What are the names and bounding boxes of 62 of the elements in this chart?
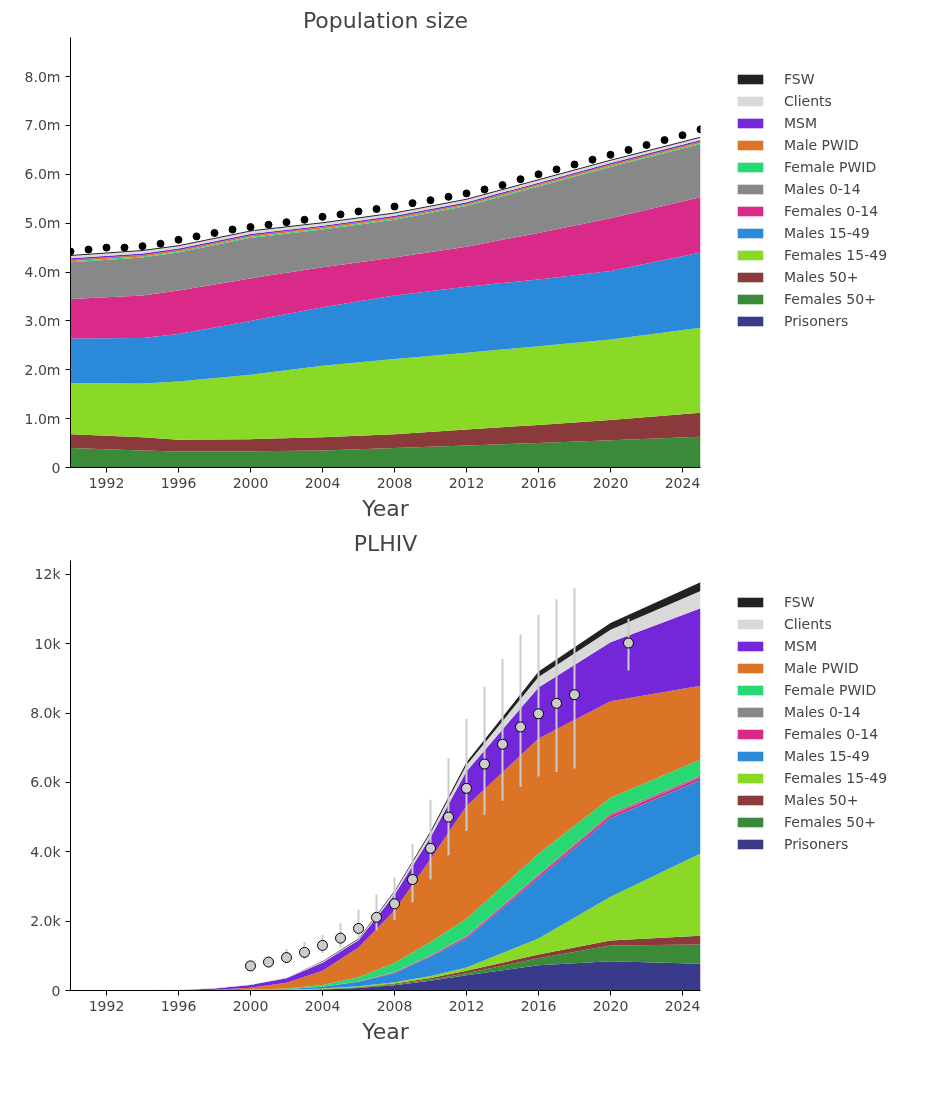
legend-label: Females 0-14: [784, 203, 879, 219]
legend-label: Males 0-14: [784, 704, 861, 720]
x-tick-label: 2024: [664, 997, 701, 1014]
x-tick-label: 1992: [88, 474, 125, 491]
legend-label: FSW: [784, 594, 815, 610]
y-tick-label: 5.0m: [24, 215, 61, 232]
y-tick-label: 8.0k: [30, 705, 62, 722]
chart-title: Population size: [302, 7, 469, 33]
legend-label: Male PWID: [784, 660, 859, 676]
y-tick-label: 0: [51, 459, 61, 476]
legend-label: Females 50+: [784, 814, 876, 830]
x-tick-label: 2020: [592, 474, 629, 491]
y-tick-label: 6.0m: [24, 166, 61, 183]
y-tick-label: 7.0m: [24, 117, 61, 134]
legend-label: Males 0-14: [784, 181, 861, 197]
x-tick-label: 2000: [232, 997, 269, 1014]
legend-label: Females 50+: [784, 291, 876, 307]
x-tick-label: 2012: [448, 997, 485, 1014]
chart-title: PLHIV: [353, 530, 418, 556]
x-tick-label: 2024: [664, 474, 701, 491]
x-axis-title: Year: [361, 495, 410, 521]
y-tick-label: 10k: [34, 635, 62, 652]
y-tick-label: 1.0m: [24, 410, 61, 427]
legend-label: Clients: [784, 93, 832, 109]
y-tick-label: 3.0m: [24, 312, 61, 329]
legend-label: MSM: [784, 638, 818, 654]
y-tick-label: 12k: [34, 566, 62, 583]
legend-label: Prisoners: [784, 836, 849, 852]
legend-label: Female PWID: [784, 682, 877, 698]
x-tick-label: 2020: [592, 997, 629, 1014]
legend-label: Female PWID: [784, 159, 877, 175]
legend-label: FSW: [784, 71, 815, 87]
x-tick-label: 2004: [304, 997, 341, 1014]
y-tick-label: 8.0m: [24, 68, 61, 85]
y-tick-label: 6.0k: [30, 774, 62, 791]
x-tick-label: 2008: [376, 474, 413, 491]
y-tick-label: 4.0k: [30, 843, 62, 860]
legend-label: Male PWID: [784, 137, 859, 153]
legend-label: Prisoners: [784, 313, 849, 329]
legend-label: Females 0-14: [784, 726, 879, 742]
x-tick-label: 1996: [160, 997, 197, 1014]
legend-label: Females 15-49: [784, 247, 888, 263]
legend-label: Males 15-49: [784, 748, 870, 764]
x-axis-title: Year: [361, 1018, 410, 1044]
legend-label: Males 50+: [784, 792, 859, 808]
x-tick-label: 2012: [448, 474, 485, 491]
legend-label: Clients: [784, 616, 832, 632]
x-tick-label: 2016: [520, 997, 557, 1014]
legend-label: Males 50+: [784, 269, 859, 285]
legend-label: Females 15-49: [784, 770, 888, 786]
y-tick-label: 0: [51, 982, 61, 999]
x-tick-label: 2000: [232, 474, 269, 491]
legend-label: MSM: [784, 115, 818, 131]
x-tick-label: 2016: [520, 474, 557, 491]
y-tick-label: 2.0m: [24, 361, 61, 378]
x-tick-label: 1996: [160, 474, 197, 491]
x-tick-label: 1992: [88, 997, 125, 1014]
x-tick-label: 2008: [376, 997, 413, 1014]
legend-label: Males 15-49: [784, 225, 870, 241]
y-tick-label: 4.0m: [24, 264, 61, 281]
y-tick-label: 2.0k: [30, 913, 62, 930]
x-tick-label: 2004: [304, 474, 341, 491]
